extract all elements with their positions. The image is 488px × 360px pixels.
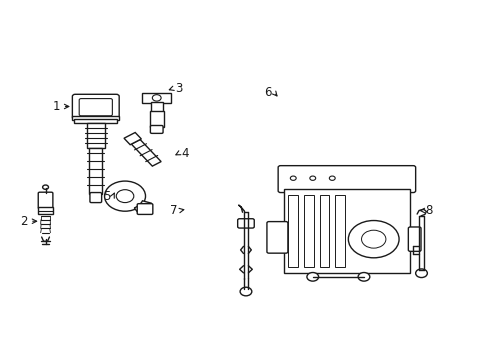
Text: 4: 4 (181, 147, 188, 159)
FancyBboxPatch shape (237, 219, 254, 228)
Circle shape (306, 273, 318, 281)
Text: 2: 2 (20, 215, 28, 228)
Text: 8: 8 (424, 204, 431, 217)
Circle shape (116, 190, 134, 203)
Circle shape (347, 221, 398, 258)
Text: 3: 3 (175, 82, 182, 95)
FancyBboxPatch shape (72, 94, 119, 120)
Bar (142, 93, 171, 103)
Circle shape (104, 181, 145, 211)
FancyBboxPatch shape (278, 166, 415, 193)
Circle shape (240, 287, 251, 296)
Bar (283, 189, 409, 273)
Bar (334, 195, 344, 267)
Bar (87, 123, 104, 148)
Wedge shape (134, 201, 151, 214)
FancyBboxPatch shape (266, 222, 287, 253)
Circle shape (415, 269, 427, 278)
Circle shape (42, 185, 48, 189)
Bar (150, 111, 163, 127)
Circle shape (152, 95, 161, 101)
FancyBboxPatch shape (407, 227, 420, 251)
Text: 1: 1 (53, 100, 61, 113)
Circle shape (329, 176, 334, 180)
Polygon shape (124, 132, 141, 145)
Bar (38, 207, 53, 214)
Bar (74, 119, 117, 123)
Polygon shape (131, 140, 161, 166)
Text: 7: 7 (170, 204, 177, 217)
Circle shape (290, 176, 296, 180)
FancyBboxPatch shape (38, 192, 53, 209)
FancyBboxPatch shape (79, 99, 112, 116)
Circle shape (309, 176, 315, 180)
Circle shape (357, 273, 369, 281)
Bar (288, 195, 298, 267)
Text: 5: 5 (103, 190, 110, 203)
Bar (151, 102, 162, 112)
FancyBboxPatch shape (90, 193, 102, 203)
FancyBboxPatch shape (150, 126, 163, 134)
Text: 6: 6 (264, 86, 271, 99)
Bar (72, 116, 119, 121)
Circle shape (361, 230, 385, 248)
Bar (89, 148, 102, 194)
Bar (319, 195, 329, 267)
Bar (304, 195, 313, 267)
FancyBboxPatch shape (137, 204, 153, 215)
